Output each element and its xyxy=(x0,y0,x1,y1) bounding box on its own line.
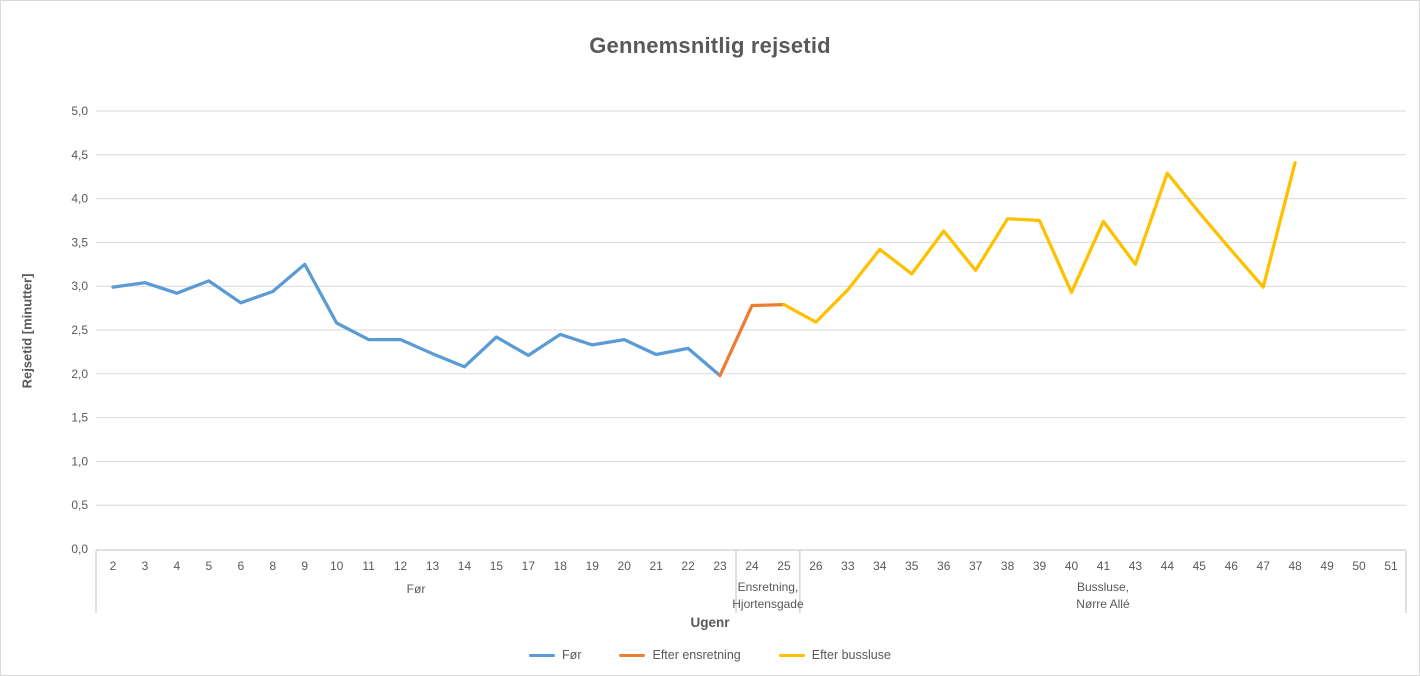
x-tick-label: 14 xyxy=(458,559,472,573)
series-line-2 xyxy=(782,161,1297,324)
legend-swatch-line-yellow xyxy=(778,653,805,657)
y-tick-label: 4,5 xyxy=(71,148,88,162)
x-tick-label: 3 xyxy=(142,559,149,573)
x-tick-label: 8 xyxy=(269,559,276,573)
x-tick-label: 49 xyxy=(1320,559,1334,573)
category-group-label: Hjortensgade xyxy=(732,597,804,611)
x-tick-label: 13 xyxy=(426,559,440,573)
x-tick-label: 35 xyxy=(905,559,919,573)
x-tick-label: 38 xyxy=(1001,559,1015,573)
x-tick-label: 39 xyxy=(1033,559,1047,573)
x-tick-label: 17 xyxy=(522,559,536,573)
x-tick-label: 20 xyxy=(618,559,632,573)
x-tick-label: 6 xyxy=(237,559,244,573)
y-tick-label: 1,5 xyxy=(71,411,88,425)
y-tick-label: 1,0 xyxy=(71,454,88,468)
category-group-label: Før xyxy=(407,582,426,596)
x-tick-label: 45 xyxy=(1193,559,1207,573)
x-tick-label: 5 xyxy=(206,559,213,573)
x-tick-label: 9 xyxy=(301,559,308,573)
y-tick-label: 0,5 xyxy=(71,498,88,512)
y-tick-label: 2,5 xyxy=(71,323,88,337)
legend-label: Efter bussluse xyxy=(811,648,891,662)
x-tick-label: 46 xyxy=(1225,559,1239,573)
legend: Før Efter ensretning Efter bussluse xyxy=(1,648,1419,662)
y-tick-label: 2,0 xyxy=(71,367,88,381)
x-tick-label: 41 xyxy=(1097,559,1111,573)
x-tick-label: 11 xyxy=(362,559,375,573)
x-tick-label: 25 xyxy=(777,559,791,573)
category-group-label: Bussluse, xyxy=(1077,580,1129,594)
x-tick-label: 47 xyxy=(1257,559,1271,573)
x-tick-label: 40 xyxy=(1065,559,1079,573)
legend-swatch-line-blue xyxy=(529,653,556,657)
legend-label: Før xyxy=(562,648,582,662)
x-tick-label: 4 xyxy=(174,559,181,573)
x-tick-label: 23 xyxy=(713,559,727,573)
x-tick-label: 34 xyxy=(873,559,887,573)
y-tick-label: 5,0 xyxy=(71,104,88,118)
x-tick-label: 12 xyxy=(394,559,408,573)
x-tick-label: 48 xyxy=(1288,559,1302,573)
legend-entry-efter-ensretning: Efter ensretning xyxy=(619,648,741,662)
y-tick-label: 4,0 xyxy=(71,192,88,206)
category-group-label: Ensretning, xyxy=(738,580,799,594)
x-tick-label: 44 xyxy=(1161,559,1175,573)
x-tick-label: 43 xyxy=(1129,559,1143,573)
x-tick-label: 19 xyxy=(586,559,600,573)
x-tick-label: 21 xyxy=(649,559,663,573)
legend-entry-foer: Før xyxy=(529,648,581,662)
x-tick-label: 26 xyxy=(809,559,823,573)
x-tick-label: 36 xyxy=(937,559,951,573)
legend-label: Efter ensretning xyxy=(652,648,741,662)
x-axis-title: Ugenr xyxy=(690,615,730,630)
legend-swatch-line-orange xyxy=(619,653,646,657)
x-tick-label: 22 xyxy=(681,559,695,573)
y-tick-label: 3,0 xyxy=(71,279,88,293)
x-tick-label: 37 xyxy=(969,559,983,573)
series-line-0 xyxy=(111,262,722,378)
y-tick-label: 0,0 xyxy=(71,542,88,556)
x-tick-label: 2 xyxy=(110,559,117,573)
x-tick-label: 50 xyxy=(1352,559,1366,573)
x-tick-label: 51 xyxy=(1384,559,1398,573)
chart-title: Gennemsnitlig rejsetid xyxy=(589,33,831,58)
x-tick-label: 18 xyxy=(554,559,568,573)
x-tick-label: 24 xyxy=(745,559,759,573)
legend-entry-efter-bussluse: Efter bussluse xyxy=(778,648,891,662)
x-tick-label: 15 xyxy=(490,559,504,573)
y-tick-label: 3,5 xyxy=(71,235,88,249)
x-tick-label: 10 xyxy=(330,559,344,573)
series-line-1 xyxy=(718,302,786,378)
category-group-label: Nørre Allé xyxy=(1076,597,1130,611)
x-tick-label: 33 xyxy=(841,559,855,573)
